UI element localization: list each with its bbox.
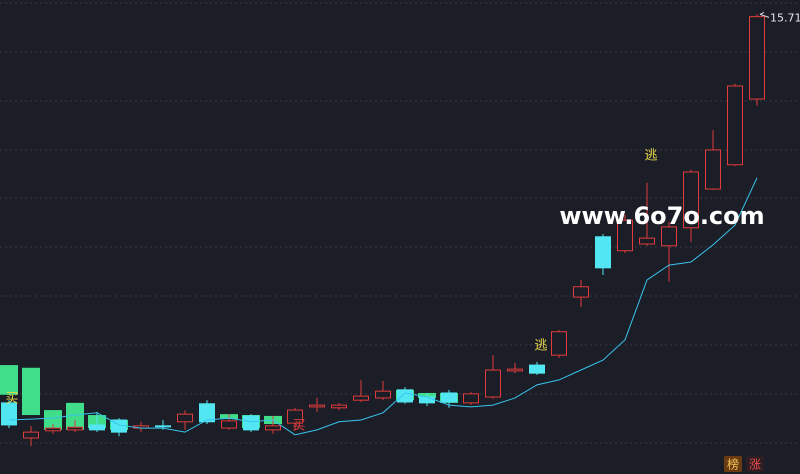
- badge-label: 榜: [727, 457, 739, 472]
- candle-body: [551, 331, 567, 356]
- candle-body: [595, 236, 611, 269]
- candle-body: [243, 415, 259, 431]
- max-label: 15.71: [770, 11, 800, 24]
- max-pointer: [759, 11, 770, 18]
- candle-body: [749, 16, 765, 100]
- candle-body: [507, 368, 523, 372]
- candle-body: [353, 395, 369, 401]
- candle-body: [573, 286, 589, 298]
- candle-body: [199, 403, 215, 423]
- candle-body: [155, 425, 171, 428]
- candle-body: [89, 424, 105, 431]
- badge-box: [724, 456, 742, 472]
- candle-body: [23, 431, 39, 439]
- candle-body: [727, 85, 743, 166]
- candle-body: [705, 149, 721, 190]
- candle-body: [485, 369, 501, 398]
- candle-body: [397, 389, 413, 403]
- candle-body: [221, 420, 237, 429]
- candle-body: [375, 390, 391, 399]
- badge-label: 涨: [749, 457, 761, 472]
- indicator-box: [22, 367, 40, 416]
- candle-body: [331, 404, 347, 409]
- indicator-box: [66, 402, 84, 430]
- badge-box: [746, 456, 764, 472]
- candle-body: [463, 393, 479, 404]
- candle-body: [441, 392, 457, 403]
- watermark: www.6o7o.com: [559, 202, 764, 230]
- signal-label: 买: [292, 419, 305, 434]
- indicator-box: [44, 410, 62, 430]
- candle-body: [683, 171, 699, 229]
- candle-body: [309, 404, 325, 408]
- candle-body: [265, 425, 281, 431]
- candle-body: [67, 426, 83, 431]
- candle-body: [45, 427, 61, 432]
- signal-label: 逃: [534, 339, 547, 354]
- candle-body: [177, 413, 193, 423]
- candle-body: [639, 237, 655, 245]
- indicator-box: [0, 365, 18, 395]
- candle-body: [419, 396, 435, 404]
- signal-label: 买: [5, 392, 18, 407]
- candle-body: [617, 219, 633, 252]
- ma-line: [8, 177, 758, 436]
- candle-body: [529, 364, 545, 374]
- signal-label: 逃: [644, 149, 657, 164]
- candle-body: [661, 226, 677, 247]
- candle-body: [287, 409, 303, 424]
